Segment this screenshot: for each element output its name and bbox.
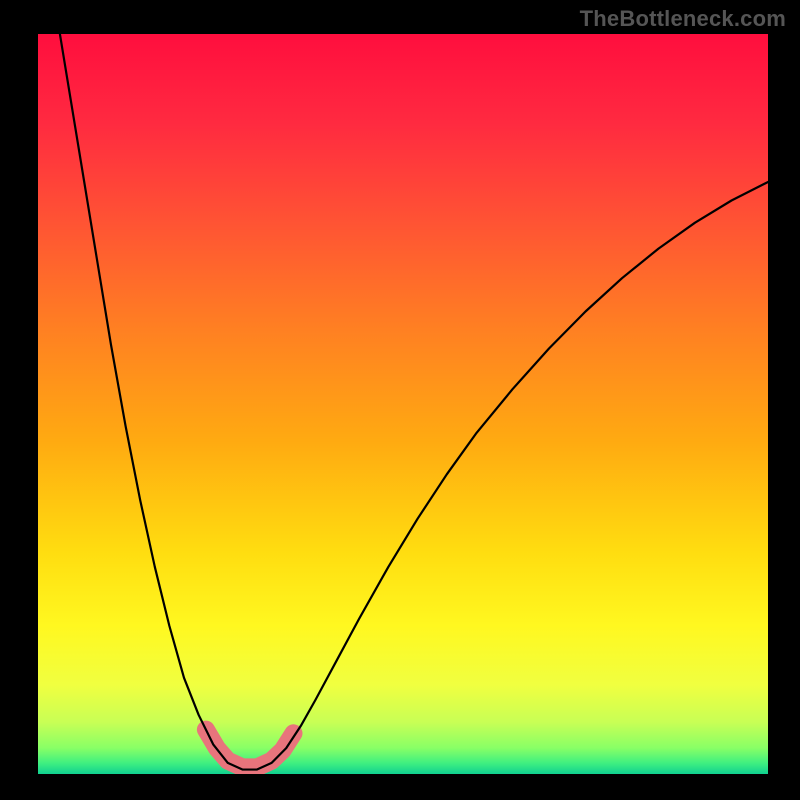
plot-area [38,34,768,774]
watermark-text: TheBottleneck.com [580,6,786,32]
bottleneck-curve-chart [38,34,768,774]
gradient-background [38,34,768,774]
